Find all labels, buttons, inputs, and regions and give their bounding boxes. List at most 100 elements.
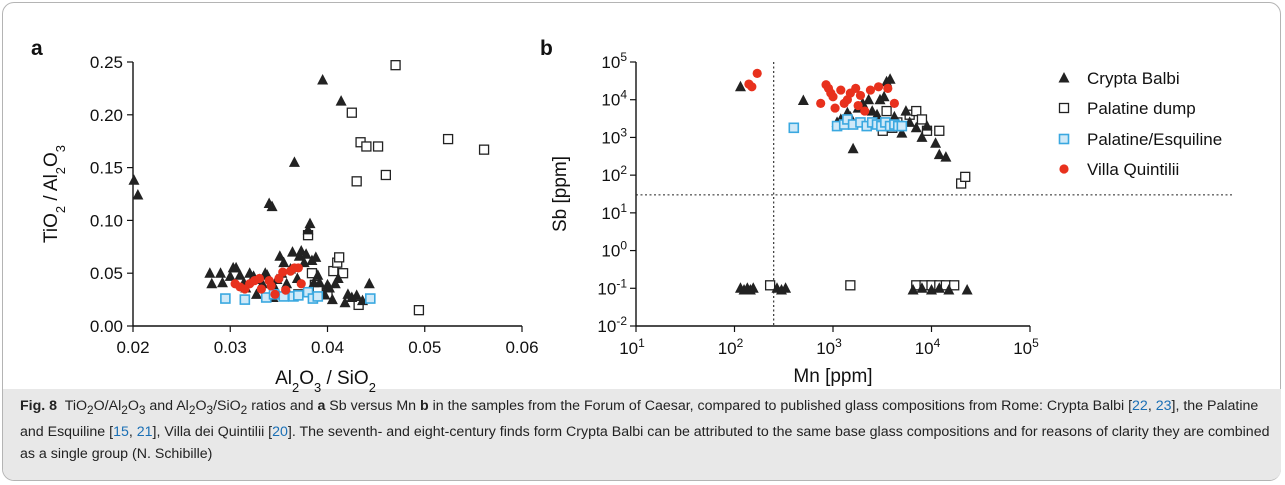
b-point-crypta-balbi-18 (896, 127, 908, 138)
a-point-crypta-balbi-31 (288, 156, 300, 167)
a-point-crypta-balbi-5 (216, 276, 228, 288)
b-x-tick-label-4: 104 (915, 336, 941, 358)
a-x-axis-title-part-2: O (299, 368, 314, 389)
b-point-palatine-dump-0 (881, 105, 892, 117)
a-point-palatine-dump-15 (372, 141, 384, 152)
b-point-villa-quintilii-18 (873, 82, 884, 92)
b-point-palatine-dump-19 (949, 280, 960, 291)
a-point-crypta-balbi-47 (323, 281, 335, 293)
a-point-crypta-balbi-1 (132, 189, 144, 200)
a-point-crypta-balbi-48 (326, 293, 338, 305)
a-point-crypta-balbi-3 (206, 277, 218, 289)
b-y-tick-exp-5: 5 (620, 50, 627, 64)
b-x-tick-exp-5: 5 (1032, 336, 1039, 350)
b-point-villa-quintilii-15 (855, 90, 866, 101)
legend-label-palatine-esquiline: Palatine/Esquiline (1087, 130, 1222, 149)
a-y-axis-title-part-1: 2 (53, 206, 68, 213)
b-x-tick-base-3: 10 (816, 339, 835, 358)
a-point-crypta-balbi-42 (312, 269, 324, 280)
legend-marker-palatine-dump (1058, 102, 1070, 114)
caption-text: TiO2O/Al2O3 and Al2O3/SiO2 ratios and a … (20, 398, 1270, 462)
b-y-tick-base-4: 10 (601, 91, 620, 110)
a-point-palatine-esquiline-1 (239, 294, 251, 305)
a-point-crypta-balbi-14 (251, 288, 263, 299)
a-x-axis-title-part-0: Al (275, 368, 292, 389)
b-y-tick-exp-2: 2 (620, 163, 627, 177)
a-x-tick-label-1: 0.03 (214, 338, 247, 357)
a-point-crypta-balbi-36 (300, 248, 312, 259)
b-point-crypta-balbi-22 (916, 131, 928, 142)
a-point-palatine-dump-11 (351, 176, 362, 187)
b-point-crypta-balbi-25 (933, 148, 945, 160)
b-y-tick-label-4: 104 (601, 88, 627, 110)
a-y-axis-title-part-0: TiO (41, 213, 62, 243)
a-point-palatine-esquiline-9 (312, 291, 324, 302)
b-point-villa-quintilii-19 (883, 83, 893, 93)
a-y-tick-label-3: 0.15 (90, 159, 123, 178)
a-point-crypta-balbi-55 (351, 289, 363, 300)
legend: Crypta Balbi Palatine dump Palatine/Esquil… (1058, 69, 1222, 179)
b-point-crypta-balbi-1 (797, 94, 809, 106)
a-point-palatine-dump-19 (442, 133, 454, 145)
legend-marker-villa-quintilii (1059, 164, 1069, 174)
b-point-crypta-balbi-37 (926, 284, 937, 295)
b-series-villa-quintilii (744, 68, 899, 116)
b-x-tick-label-1: 101 (619, 336, 645, 358)
b-y-tick-label-0: 100 (601, 239, 627, 261)
b-point-villa-quintilii-16 (860, 106, 870, 116)
b-x-tick-base-1: 10 (619, 339, 638, 358)
a-x-tick-label-4: 0.06 (505, 338, 538, 357)
a-point-villa-quintilii-16 (296, 279, 306, 289)
b-series-palatine-dump (764, 105, 971, 291)
b-y-axis-title: Sb [ppm] (550, 156, 571, 232)
a-y-axis-title: TiO2 / Al2O3 (41, 145, 68, 243)
b-point-crypta-balbi-26 (940, 151, 952, 162)
b-point-palatine-dump-6 (911, 105, 922, 117)
b-y-tick-base-0: 10 (601, 242, 620, 261)
a-x-axis-title-part-5: 2 (369, 380, 376, 395)
b-x-tick-label-3: 103 (816, 336, 842, 358)
a-point-palatine-dump-16 (380, 169, 392, 181)
b-y-tick-label-3: 103 (601, 125, 627, 147)
b-y-tick-base-1: 10 (601, 204, 620, 223)
a-y-tick-label-5: 0.25 (90, 53, 123, 72)
a-point-crypta-balbi-26 (278, 256, 290, 268)
a-y-tick-label-1: 0.05 (90, 264, 123, 283)
legend-marker-palatine-esquiline (1058, 133, 1070, 145)
b-y-tick-label-5: 105 (601, 50, 627, 72)
a-point-crypta-balbi-24 (274, 250, 286, 261)
b-point-crypta-balbi-39 (943, 284, 955, 295)
b-y-tick-base--2: 10 (597, 317, 616, 336)
b-point-palatine-dump-11 (960, 171, 971, 183)
b-x-tick-exp-3: 3 (835, 336, 842, 350)
a-x-axis-title-part-3: 3 (314, 380, 321, 395)
b-point-crypta-balbi-0 (734, 80, 746, 92)
a-x-tick-label-0: 0.02 (116, 338, 149, 357)
a-point-palatine-dump-14 (361, 141, 372, 152)
a-point-crypta-balbi-2 (204, 267, 216, 278)
b-point-crypta-balbi-6 (847, 142, 859, 154)
a-point-palatine-esquiline-0 (220, 293, 231, 304)
b-point-crypta-balbi-38 (933, 282, 945, 293)
a-point-crypta-balbi-0 (128, 174, 140, 185)
a-point-crypta-balbi-49 (329, 277, 341, 289)
b-point-crypta-balbi-21 (910, 121, 922, 133)
b-y-tick-label--1: 10-1 (597, 276, 627, 298)
b-point-villa-quintilii-2 (752, 68, 762, 78)
b-point-crypta-balbi-35 (907, 284, 919, 295)
b-y-tick-base-2: 10 (601, 166, 620, 185)
a-point-villa-quintilii-15 (293, 263, 303, 273)
b-series-palatine-esquiline (788, 114, 908, 134)
b-y-tick-exp-1: 1 (620, 201, 627, 215)
legend-label-crypta-balbi: Crypta Balbi (1087, 69, 1180, 88)
a-point-palatine-dump-8 (334, 252, 345, 263)
b-point-crypta-balbi-13 (878, 90, 890, 102)
b-point-villa-quintilii-13 (851, 83, 861, 93)
a-series-crypta-balbi (128, 73, 375, 308)
a-y-axis-title-part-3: 2 (53, 167, 68, 174)
b-y-tick-label-2: 102 (601, 163, 627, 185)
a-series-palatine-esquiline (220, 286, 376, 305)
b-point-villa-quintilii-9 (836, 85, 846, 95)
b-y-tick-base-3: 10 (601, 128, 620, 147)
